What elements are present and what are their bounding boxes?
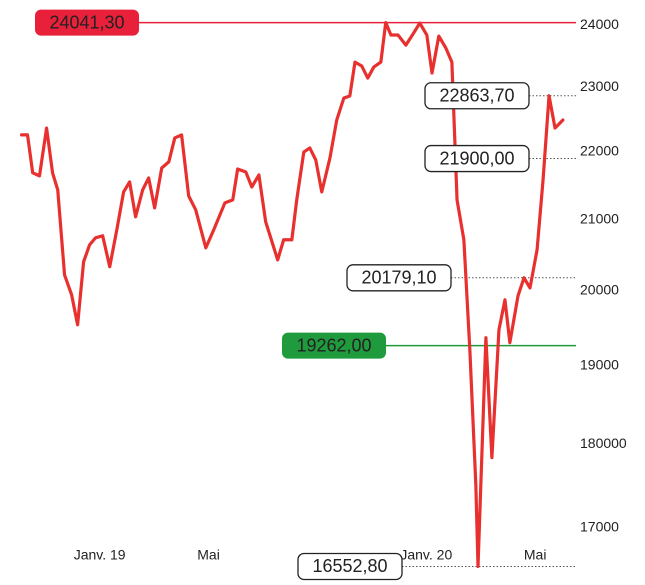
y-tick-label: 22000 <box>580 143 619 159</box>
annotation-box <box>297 552 403 581</box>
x-tick-label: Mai <box>197 547 220 563</box>
annotation-label: 24041,30 <box>49 12 124 32</box>
y-tick-label: 21000 <box>580 210 619 226</box>
annotation-box <box>424 144 530 173</box>
annotation-label: 21900,00 <box>439 148 514 168</box>
annotation-box <box>35 9 139 36</box>
annotation-labels: 24041,30 22863,70 21900,00 20179,10 19262,00… <box>35 9 530 581</box>
y-tick-label: 24000 <box>580 16 619 32</box>
y-tick-label: 23000 <box>580 78 619 94</box>
annotations <box>139 21 576 567</box>
x-tick-label: Janv. 19 <box>74 547 126 563</box>
annotation-label: 20179,10 <box>361 268 436 288</box>
y-tick-label: 20000 <box>580 282 619 298</box>
y-tick-label: 180000 <box>580 435 627 451</box>
annotation-box <box>424 82 530 110</box>
x-tick-label: Janv. 20 <box>400 547 452 563</box>
y-tick-label: 19000 <box>580 356 619 372</box>
annotation-label: 19262,00 <box>296 335 371 355</box>
price-line <box>19 21 565 569</box>
annotation-label: 22863,70 <box>439 86 514 106</box>
annotation-box <box>282 332 386 359</box>
y-tick-label: 17000 <box>580 518 619 534</box>
annotation-box <box>346 264 452 292</box>
annotation-label: 16552,80 <box>312 556 387 576</box>
x-tick-label: Mai <box>524 547 547 563</box>
